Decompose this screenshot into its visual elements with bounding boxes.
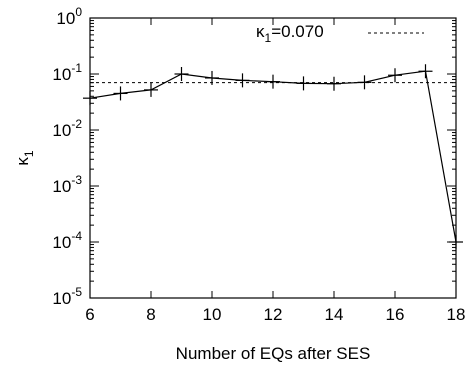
x-axis-title: Number of EQs after SES	[176, 344, 371, 363]
data-point-marker	[174, 67, 189, 81]
y-tick-label-exponent: -1	[71, 61, 82, 75]
y-tick-label: 10-4	[52, 229, 82, 252]
y-axis-title-symbol: κ	[13, 157, 32, 166]
plot-area	[83, 64, 463, 249]
data-point-marker	[205, 70, 219, 85]
y-tick-label-exponent: -2	[71, 117, 82, 131]
y-tick-label-base: 10	[52, 233, 71, 252]
y-tick-label: 10-5	[52, 285, 82, 308]
y-axis-title-subscript: 1	[22, 150, 36, 157]
x-tick-label: 12	[264, 305, 283, 324]
x-tick-label: 16	[386, 305, 405, 324]
data-point-marker	[327, 76, 341, 91]
y-tick-label-exponent: -5	[71, 285, 82, 299]
y-tick-label-base: 10	[52, 177, 71, 196]
legend: κ1=0.070	[256, 22, 424, 45]
data-point-marker	[266, 74, 280, 89]
series-line	[89, 70, 457, 243]
legend-label-subscript: 1	[265, 31, 272, 45]
tick-marks	[89, 17, 457, 299]
legend-label-symbol: κ	[256, 22, 265, 41]
y-tick-label-base: 10	[52, 65, 71, 84]
y-tick-label-base: 10	[52, 121, 71, 140]
y-tick-label: 10-3	[52, 173, 82, 196]
x-tick-label: 14	[325, 305, 344, 324]
y-tick-label: 10-2	[52, 117, 82, 140]
data-point-marker	[296, 76, 311, 91]
y-tick-label: 100	[56, 5, 82, 28]
y-tick-label: 10-1	[52, 61, 82, 84]
data-point-marker	[418, 64, 433, 79]
y-tick-label-exponent: -4	[71, 229, 82, 243]
svg-text:κ1=0.070: κ1=0.070	[256, 22, 324, 45]
data-point-marker	[144, 82, 158, 97]
y-tick-label-exponent: 0	[75, 5, 82, 19]
y-axis-title: κ1	[13, 150, 36, 166]
svg-text:κ1: κ1	[13, 150, 36, 166]
data-point-marker	[388, 68, 402, 83]
data-point-marker	[113, 86, 128, 101]
data-point-marker	[235, 73, 250, 88]
plot-frame	[89, 17, 457, 299]
y-tick-label-exponent: -3	[71, 173, 82, 187]
data-point-marker	[357, 75, 372, 90]
x-tick-label: 6	[85, 305, 94, 324]
x-tick-label: 10	[203, 305, 222, 324]
y-tick-label-base: 10	[56, 9, 75, 28]
x-tick-label: 18	[447, 305, 466, 324]
x-tick-label: 8	[146, 305, 155, 324]
y-tick-label-base: 10	[52, 289, 71, 308]
legend-label-value: =0.070	[271, 22, 323, 41]
